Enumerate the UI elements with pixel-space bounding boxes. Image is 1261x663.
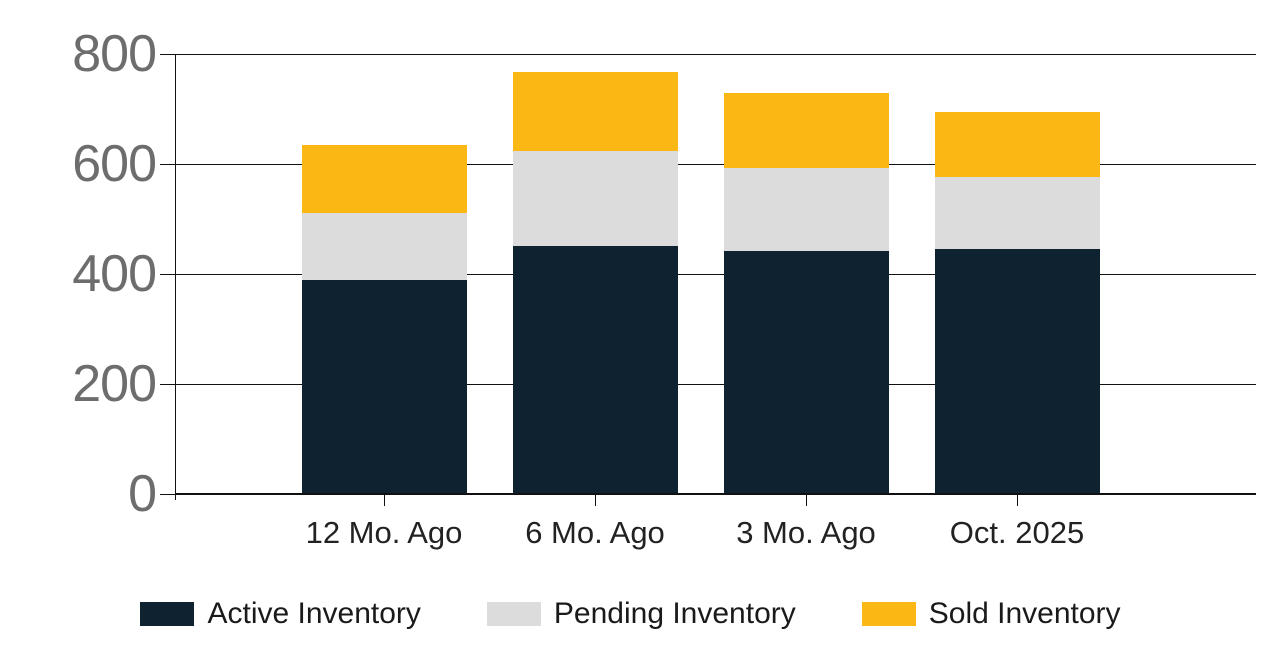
segment-sold-inventory — [302, 145, 467, 213]
legend-label-sold-inventory: Sold Inventory — [928, 597, 1121, 630]
segment-sold-inventory — [513, 72, 678, 151]
x-tick-6-mo-ago — [595, 494, 596, 506]
x-axis-line — [175, 493, 1256, 495]
bar-3-mo-ago — [724, 93, 889, 494]
y-tick-label-600: 600 — [72, 135, 157, 193]
legend-swatch-sold-inventory — [861, 602, 916, 626]
legend-swatch-active-inventory — [140, 602, 195, 626]
gridline-400 — [175, 274, 1256, 275]
x-tick-3-mo-ago — [806, 494, 807, 506]
segment-pending-inventory — [724, 167, 889, 251]
y-tick-600 — [160, 164, 175, 165]
segment-active-inventory — [935, 249, 1100, 494]
y-axis-line — [175, 54, 176, 500]
segment-active-inventory — [513, 246, 678, 494]
x-tick-label-3-mo-ago: 3 Mo. Ago — [736, 515, 876, 550]
x-tick-12-mo-ago — [384, 494, 385, 506]
segment-active-inventory — [724, 250, 889, 494]
y-tick-400 — [160, 274, 175, 275]
y-tick-label-200: 200 — [72, 355, 157, 413]
legend: Active Inventory Pending Inventory Sold In… — [0, 597, 1261, 631]
y-tick-label-0: 0 — [128, 465, 157, 523]
y-tick-200 — [160, 384, 175, 385]
x-tick-label-oct-2025: Oct. 2025 — [949, 515, 1085, 550]
legend-item-active-inventory: Active Inventory — [140, 597, 421, 631]
segment-active-inventory — [302, 280, 467, 494]
gridline-200 — [175, 384, 1256, 385]
x-tick-label-6-mo-ago: 6 Mo. Ago — [525, 515, 665, 550]
segment-pending-inventory — [935, 177, 1100, 250]
segment-pending-inventory — [513, 150, 678, 246]
legend-swatch-pending-inventory — [486, 602, 541, 626]
gridline-800 — [175, 54, 1256, 55]
legend-label-pending-inventory: Pending Inventory — [553, 597, 796, 630]
segment-sold-inventory — [935, 111, 1100, 178]
legend-item-pending-inventory: Pending Inventory — [486, 597, 796, 631]
y-tick-800 — [160, 54, 175, 55]
x-tick-oct-2025 — [1017, 494, 1018, 506]
bar-12-mo-ago — [302, 145, 467, 494]
legend-label-active-inventory: Active Inventory — [207, 597, 421, 630]
y-tick-0 — [160, 494, 175, 495]
bar-oct-2025 — [935, 111, 1100, 494]
y-tick-label-800: 800 — [72, 25, 157, 83]
gridline-600 — [175, 164, 1256, 165]
segment-pending-inventory — [302, 212, 467, 280]
y-tick-label-400: 400 — [72, 245, 157, 303]
x-tick-label-12-mo-ago: 12 Mo. Ago — [305, 515, 463, 550]
bar-6-mo-ago — [513, 72, 678, 494]
segment-sold-inventory — [724, 93, 889, 168]
legend-item-sold-inventory: Sold Inventory — [861, 597, 1121, 631]
